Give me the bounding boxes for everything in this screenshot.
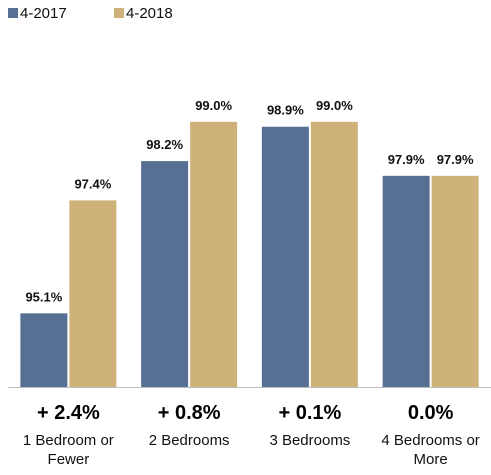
data-label-4-2017-3: 98.9% <box>267 103 304 118</box>
category-label-2: 2 Bedrooms <box>149 432 230 449</box>
data-label-4-2018-4: 97.9% <box>437 152 474 167</box>
category-label-4: 4 Bedrooms or <box>381 432 479 449</box>
chart-legend: 4-2017 4-2018 <box>8 5 173 22</box>
change-label-1: + 2.4% <box>37 402 100 424</box>
category-label-3: 3 Bedrooms <box>269 432 350 449</box>
bar-4-2018-2 <box>190 121 238 388</box>
legend-swatch-4-2018 <box>114 8 124 18</box>
category-label-1: 1 Bedroom or <box>23 432 114 449</box>
labels-layer: 95.1% 97.4% + 2.4% 1 Bedroom or Fewer 98.2% 99… <box>23 98 480 468</box>
bar-4-2018-4 <box>431 175 479 387</box>
change-label-3: + 0.1% <box>278 402 341 424</box>
bar-4-2018-1 <box>69 200 117 387</box>
data-label-4-2017-2: 98.2% <box>146 137 183 152</box>
bar-4-2017-3 <box>261 126 309 387</box>
data-label-4-2017-1: 95.1% <box>25 289 62 304</box>
bars-layer <box>20 121 479 388</box>
legend-swatch-4-2017 <box>8 8 18 18</box>
category-label-1-line2: Fewer <box>48 451 90 468</box>
change-label-4: 0.0% <box>408 402 454 424</box>
data-label-4-2018-3: 99.0% <box>316 98 353 113</box>
bar-4-2017-2 <box>141 161 189 387</box>
legend-label-4-2017: 4-2017 <box>20 5 67 22</box>
bar-4-2017-1 <box>20 313 68 387</box>
data-label-4-2018-2: 99.0% <box>195 98 232 113</box>
category-label-4-line2: More <box>414 451 448 468</box>
bar-4-2018-3 <box>310 121 358 388</box>
legend-label-4-2018: 4-2018 <box>126 5 173 22</box>
data-label-4-2017-4: 97.9% <box>388 152 425 167</box>
bar-4-2017-4 <box>382 175 430 387</box>
change-label-2: + 0.8% <box>158 402 221 424</box>
data-label-4-2018-1: 97.4% <box>74 176 111 191</box>
